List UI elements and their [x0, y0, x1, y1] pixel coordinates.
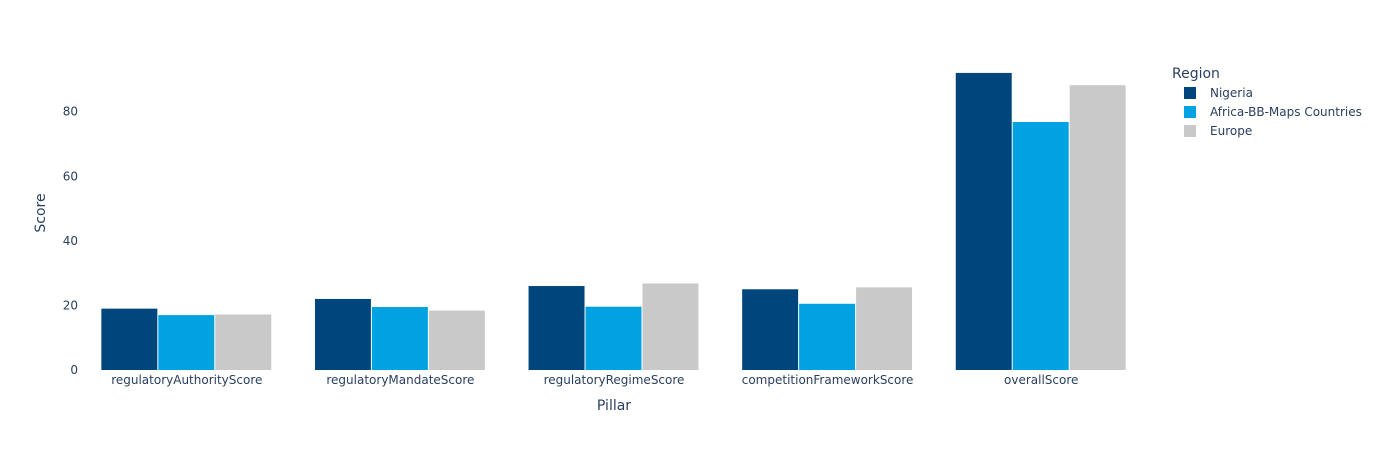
legend-swatch	[1184, 125, 1196, 137]
y-tick-label: 20	[63, 298, 78, 312]
bar-africa-bb-maps-countries-regulatorymandatescore	[371, 307, 428, 370]
legend-item[interactable]: Europe	[1184, 124, 1252, 138]
legend-item[interactable]: Nigeria	[1184, 86, 1253, 100]
x-tick-label: overallScore	[1004, 373, 1078, 387]
bar-europe-regulatoryauthorityscore	[215, 314, 272, 370]
legend-label: Nigeria	[1210, 86, 1253, 100]
bar-africa-bb-maps-countries-regulatoryauthorityscore	[158, 315, 215, 370]
bar-nigeria-regulatorymandatescore	[314, 298, 371, 370]
legend-title: Region	[1172, 66, 1220, 82]
bars-layer	[101, 72, 1126, 371]
y-tick-label: 80	[63, 105, 78, 119]
bar-africa-bb-maps-countries-regulatoryregimescore	[585, 306, 642, 370]
bar-europe-competitionframeworkscore	[856, 287, 913, 370]
y-tick-label: 60	[63, 169, 78, 183]
legend: Region Nigeria Africa-BB-Maps Countries Eu…	[1172, 66, 1362, 138]
bar-nigeria-overallscore	[955, 72, 1012, 371]
x-tick-label: competitionFrameworkScore	[742, 373, 914, 387]
bar-africa-bb-maps-countries-competitionframeworkscore	[799, 303, 856, 370]
x-tick-label: regulatoryMandateScore	[326, 373, 474, 387]
y-axis-title: Score	[33, 193, 49, 232]
bar-nigeria-regulatoryauthorityscore	[101, 308, 158, 370]
bar-nigeria-competitionframeworkscore	[742, 289, 799, 370]
legend-item[interactable]: Africa-BB-Maps Countries	[1184, 105, 1362, 119]
x-axis-ticks: regulatoryAuthorityScore regulatoryMandat…	[111, 373, 1078, 387]
legend-swatch	[1184, 106, 1196, 118]
bar-nigeria-regulatoryregimescore	[528, 286, 585, 370]
legend-items: Nigeria Africa-BB-Maps Countries Europe	[1184, 86, 1362, 138]
bar-europe-overallscore	[1069, 85, 1126, 370]
legend-swatch	[1184, 87, 1196, 99]
x-axis-title: Pillar	[597, 398, 631, 414]
x-tick-label: regulatoryAuthorityScore	[111, 373, 262, 387]
y-tick-label: 0	[70, 363, 78, 377]
x-tick-label: regulatoryRegimeScore	[544, 373, 685, 387]
y-axis-ticks: 0 20 40 60 80	[63, 105, 78, 377]
bar-africa-bb-maps-countries-overallscore	[1012, 122, 1069, 370]
y-tick-label: 40	[63, 234, 78, 248]
legend-label: Africa-BB-Maps Countries	[1210, 105, 1362, 119]
legend-label: Europe	[1210, 124, 1252, 138]
bar-europe-regulatoryregimescore	[642, 283, 699, 370]
bar-europe-regulatorymandatescore	[428, 310, 485, 370]
